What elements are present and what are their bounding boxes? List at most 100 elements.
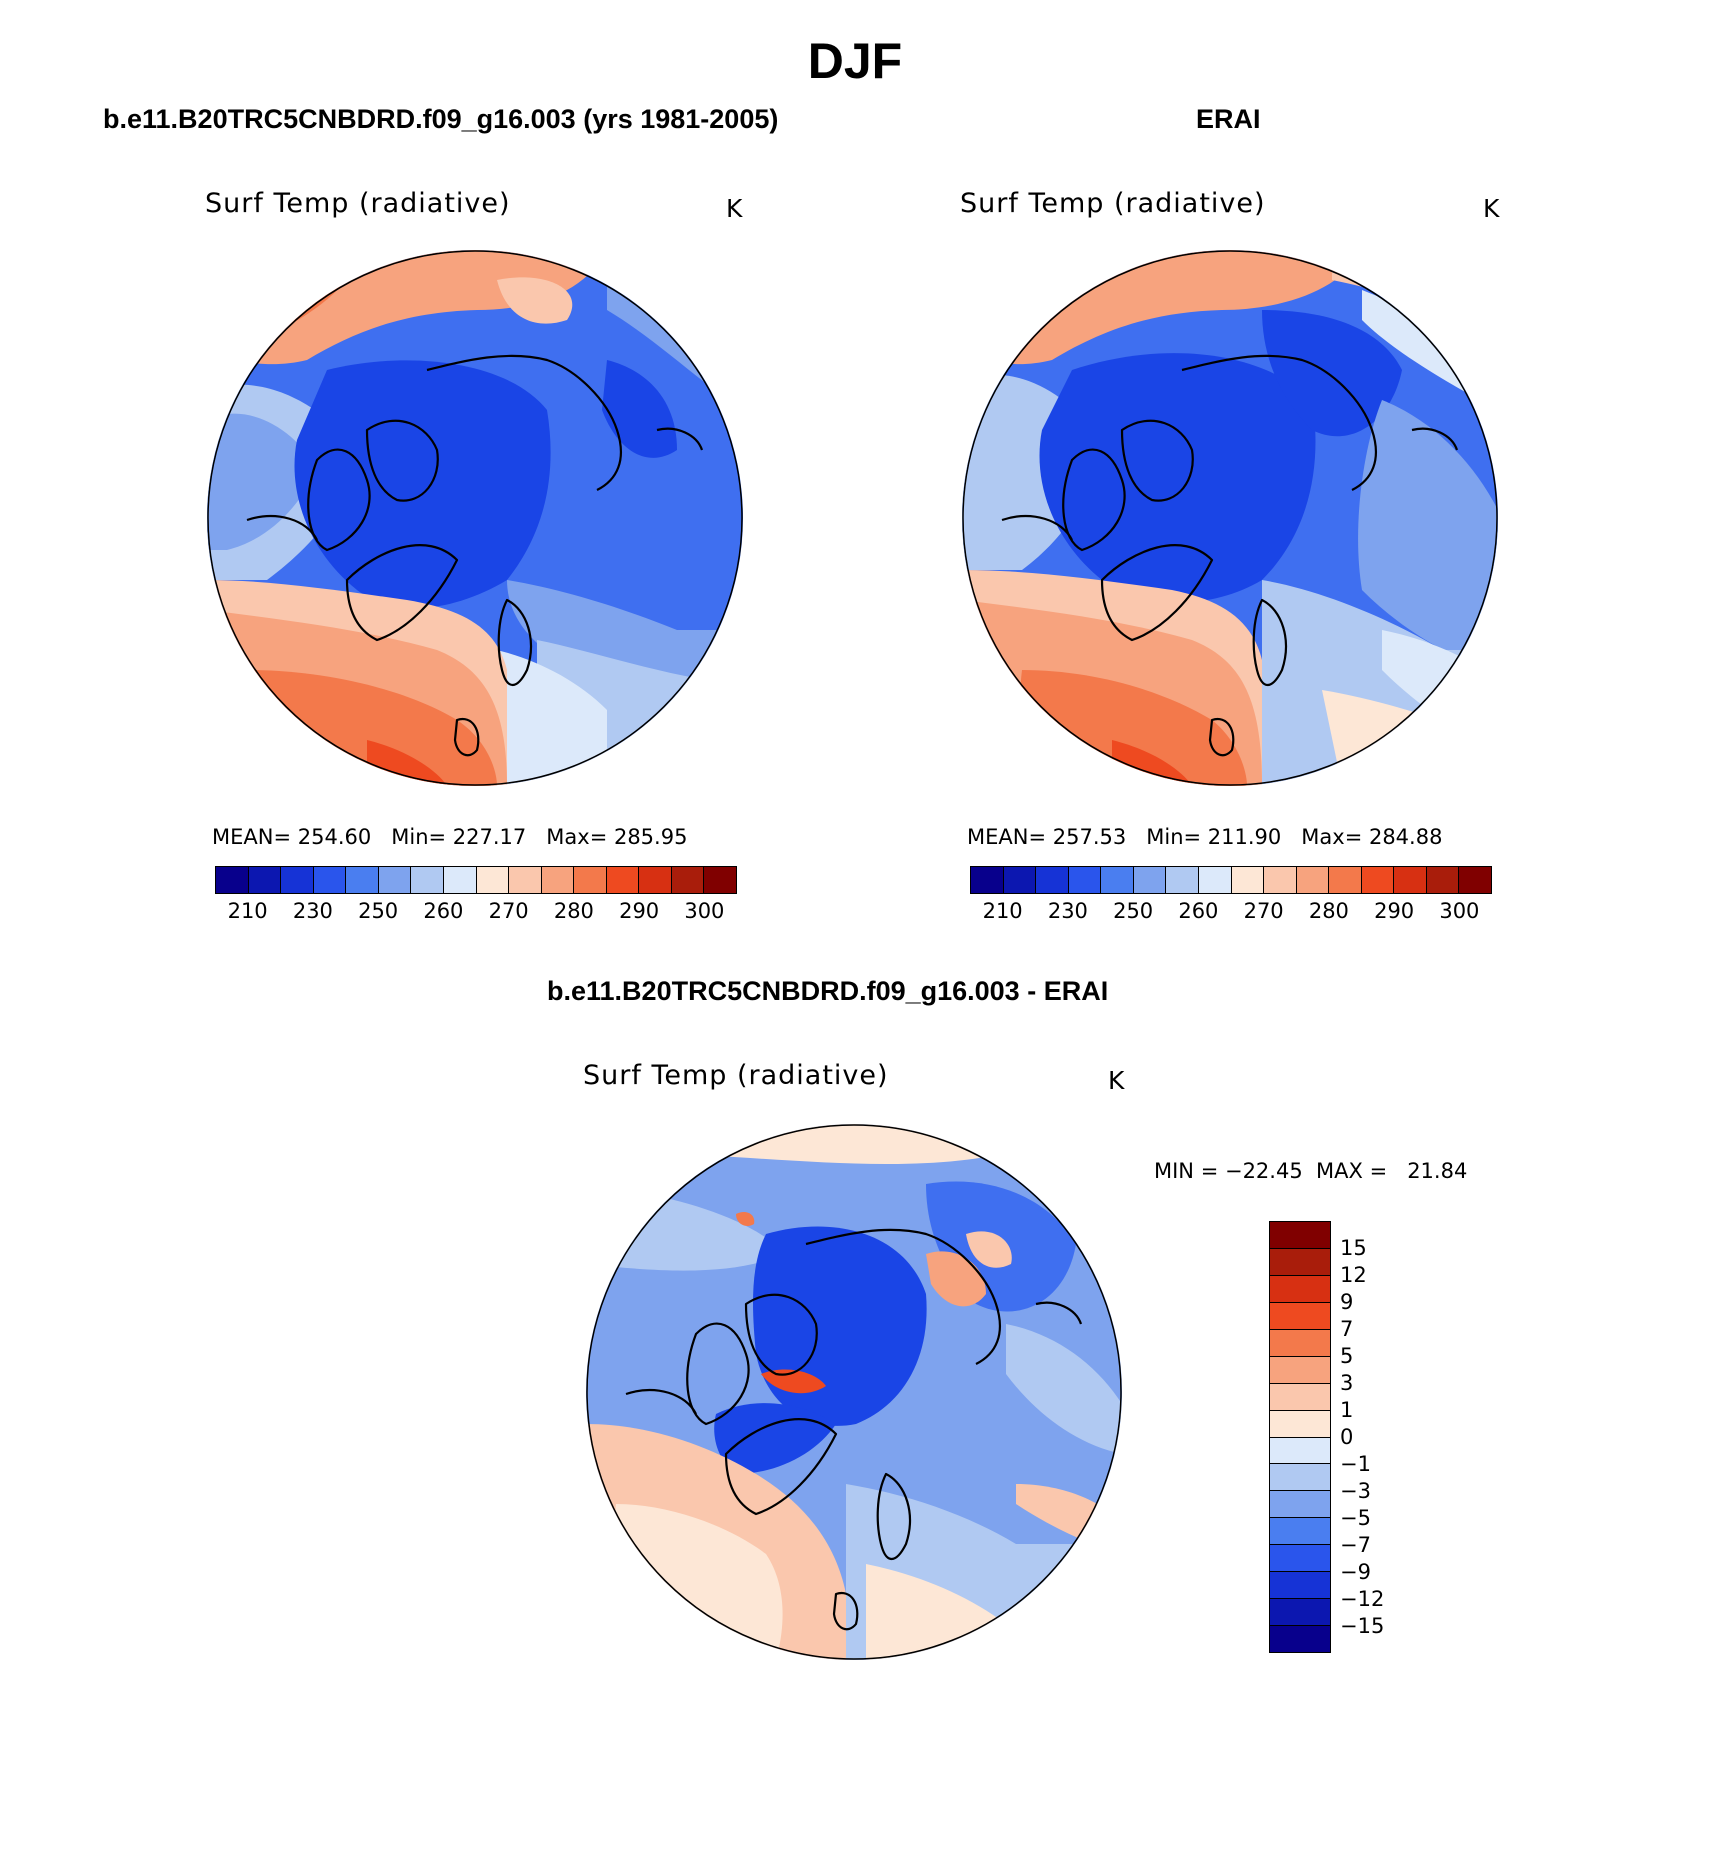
obs-subtitle: ERAI	[1196, 104, 1261, 134]
colorbar-swatch	[1270, 1222, 1330, 1249]
colorbar-swatch	[1270, 1248, 1330, 1276]
colorbar-tick-label: 1	[1340, 1398, 1354, 1422]
colorbar-swatch	[1166, 867, 1199, 893]
obs-colorbar-labels: 210 230 250 260 270 280 290 300	[970, 899, 1490, 925]
colorbar-swatch	[1270, 1302, 1330, 1330]
colorbar-tick-label: 280	[553, 899, 594, 923]
colorbar-tick-label: 12	[1340, 1263, 1367, 1287]
colorbar-swatch	[1426, 867, 1460, 893]
colorbar-swatch	[971, 867, 1004, 893]
coastline	[744, 1293, 818, 1376]
colorbar-swatch	[671, 867, 705, 893]
map-region-deep	[602, 360, 677, 458]
map-region-orange	[736, 1212, 755, 1226]
colorbar-swatch	[1101, 867, 1134, 893]
coastline	[686, 1322, 750, 1426]
colorbar-tick-label: −9	[1340, 1560, 1371, 1584]
colorbar-swatch	[1270, 1626, 1330, 1652]
coastline	[1208, 717, 1235, 757]
colorbar-swatch	[509, 867, 542, 893]
colorbar-tick-label: 300	[1439, 899, 1480, 923]
coastline	[426, 354, 622, 491]
coastline	[656, 427, 704, 451]
colorbar-tick-label: 0	[1340, 1425, 1354, 1449]
coastline	[497, 598, 532, 687]
model-units: K	[726, 194, 743, 223]
colorbar-tick-label: 9	[1340, 1290, 1354, 1314]
colorbar-swatch	[1270, 1464, 1330, 1492]
colorbar-swatch	[443, 867, 477, 893]
coastline	[345, 544, 459, 642]
colorbar-swatch	[216, 867, 249, 893]
colorbar-swatch	[476, 867, 510, 893]
colorbar-swatch	[1068, 867, 1102, 893]
colorbar-tick-label: 250	[1113, 899, 1154, 923]
obs-units: K	[1483, 194, 1500, 223]
model-polar-map	[207, 250, 743, 786]
obs-polar-map	[962, 250, 1498, 786]
colorbar-tick-label: 280	[1308, 899, 1349, 923]
colorbar-tick-label: 210	[982, 899, 1023, 923]
coastline	[1062, 448, 1126, 552]
map-region-light	[1358, 400, 1498, 670]
colorbar-swatch	[346, 867, 379, 893]
colorbar-swatch	[1394, 867, 1427, 893]
coastline	[246, 515, 318, 541]
colorbar-tick-label: 270	[1243, 899, 1284, 923]
map-region-deep	[714, 1403, 836, 1474]
colorbar-swatch	[541, 867, 575, 893]
diff-colorbar-labels: 15 12 9 7 5 3 1 0 −1 −3 −5 −7 −9 −12 −15	[1340, 1221, 1420, 1651]
colorbar-swatch	[313, 867, 347, 893]
colorbar-tick-label: 5	[1340, 1344, 1354, 1368]
colorbar-swatch	[1270, 1572, 1330, 1600]
obs-plot-title: Surf Temp (radiative)	[960, 188, 1266, 219]
model-subtitle: b.e11.B20TRC5CNBDRD.f09_g16.003 (yrs 198…	[103, 104, 779, 134]
colorbar-tick-label: −1	[1340, 1452, 1371, 1476]
colorbar-tick-label: −12	[1340, 1587, 1385, 1611]
obs-colorbar	[970, 866, 1492, 894]
colorbar-swatch	[281, 867, 314, 893]
coastline	[1001, 515, 1073, 541]
diff-polar-map	[586, 1124, 1122, 1660]
colorbar-tick-label: −3	[1340, 1479, 1371, 1503]
model-colorbar	[215, 866, 737, 894]
figure-title: DJF	[807, 33, 903, 89]
map-region-red	[761, 1369, 826, 1394]
coastline	[1035, 1301, 1083, 1325]
colorbar-tick-label: 290	[619, 899, 660, 923]
colorbar-swatch	[1270, 1356, 1330, 1384]
colorbar-swatch	[1270, 1491, 1330, 1519]
map-region-deep	[1262, 310, 1402, 437]
colorbar-swatch	[1036, 867, 1069, 893]
coastline	[625, 1389, 697, 1415]
colorbar-swatch	[1270, 1599, 1330, 1627]
coastline	[805, 1228, 1001, 1365]
colorbar-tick-label: −5	[1340, 1506, 1371, 1530]
obs-stats: MEAN= 257.53 Min= 211.90 Max= 284.88	[967, 825, 1443, 849]
diff-subtitle: b.e11.B20TRC5CNBDRD.f09_g16.003 - ERAI	[547, 976, 1109, 1006]
colorbar-tick-label: 270	[488, 899, 529, 923]
coastline	[724, 1418, 838, 1516]
coastline	[307, 448, 371, 552]
colorbar-tick-label: 210	[227, 899, 268, 923]
diff-units: K	[1108, 1066, 1125, 1095]
colorbar-tick-label: 3	[1340, 1371, 1354, 1395]
colorbar-swatch	[1231, 867, 1265, 893]
diff-minmax: MIN = −22.45 MAX = 21.84	[1154, 1159, 1468, 1183]
colorbar-swatch	[1270, 1383, 1330, 1411]
coastline	[1252, 598, 1287, 687]
map-region-light	[207, 413, 317, 550]
colorbar-swatch	[1198, 867, 1232, 893]
colorbar-tick-label: 250	[358, 899, 399, 923]
colorbar-swatch	[1296, 867, 1330, 893]
colorbar-swatch	[1361, 867, 1395, 893]
colorbar-tick-label: 230	[1047, 899, 1088, 923]
colorbar-swatch	[704, 867, 736, 893]
colorbar-swatch	[1459, 867, 1491, 893]
colorbar-tick-label: 290	[1374, 899, 1415, 923]
colorbar-swatch	[1270, 1545, 1330, 1573]
colorbar-tick-label: 230	[292, 899, 333, 923]
colorbar-swatch	[639, 867, 672, 893]
colorbar-swatch	[1133, 867, 1167, 893]
colorbar-swatch	[1270, 1410, 1330, 1438]
